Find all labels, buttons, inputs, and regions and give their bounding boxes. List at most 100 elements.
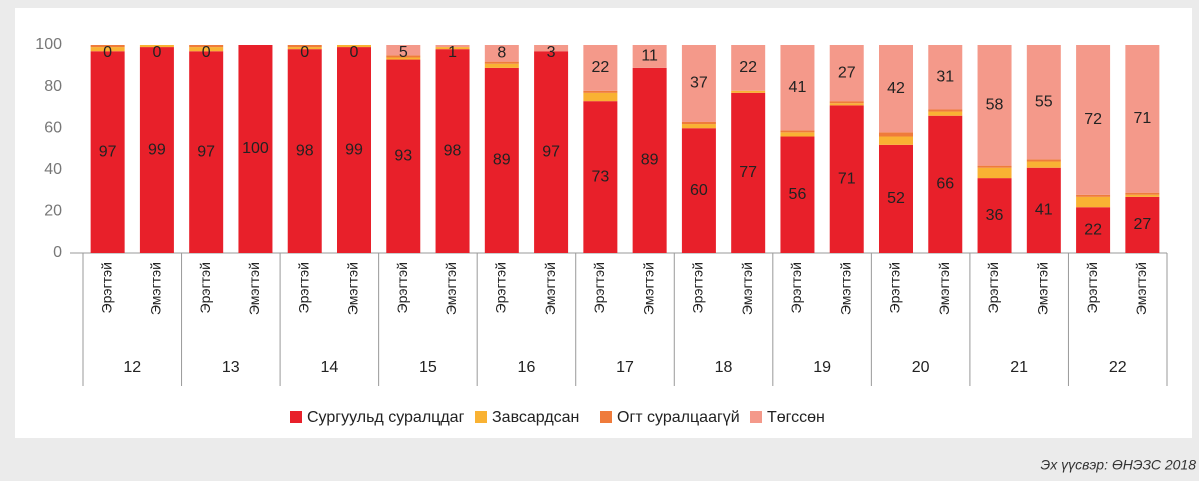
bar-segment [534, 51, 569, 253]
bar-segment [780, 130, 815, 133]
bar-segment [337, 47, 371, 253]
data-label: 52 [887, 190, 905, 207]
group-label: 13 [222, 359, 240, 376]
bar-segment [681, 45, 716, 122]
data-label: 98 [444, 142, 462, 159]
x-tick-label: Эмэгтэй [739, 262, 755, 315]
bar-segment [1125, 192, 1160, 195]
bar-segment [1076, 196, 1111, 208]
data-label: 5 [399, 44, 408, 61]
x-tick-label: Эмэгтэй [542, 262, 558, 315]
data-label: 100 [242, 140, 269, 157]
data-label: 55 [1035, 93, 1053, 110]
bar-segment [583, 45, 618, 91]
bar-segment [977, 165, 1012, 168]
bar-segment [1076, 45, 1111, 195]
legend-swatch [475, 411, 487, 423]
group-label: 16 [518, 359, 536, 376]
bar-segment [139, 47, 174, 253]
bar-segment [90, 47, 125, 52]
x-tick-label: Эмэгтэй [936, 262, 952, 315]
bar-segment [928, 111, 963, 116]
bar-segment [780, 45, 815, 131]
bar-segment [238, 45, 273, 253]
group-label: 20 [912, 359, 930, 376]
bar-segment [681, 124, 716, 129]
y-tick-label: 0 [53, 244, 62, 261]
bar-segment [731, 92, 766, 253]
x-tick-label: Эмэгтэй [443, 262, 459, 315]
data-label: 8 [497, 45, 506, 62]
bar-segment [139, 45, 174, 48]
y-tick-label: 20 [44, 203, 62, 220]
data-label: 1 [448, 44, 457, 61]
data-label: 97 [99, 143, 117, 160]
bar-segment [583, 90, 618, 93]
bar-segment [435, 49, 470, 253]
group-label: 21 [1010, 359, 1028, 376]
x-tick-label: Эрэгтэй [591, 262, 607, 313]
data-label: 42 [887, 80, 905, 97]
bar-segment [928, 109, 963, 112]
bar-segment [287, 49, 322, 253]
bar-segment [534, 45, 569, 52]
bar-segment [287, 47, 322, 50]
x-tick-label: Эмэгтэй [837, 262, 853, 315]
bar-segment [1026, 159, 1061, 162]
y-tick-label: 40 [44, 161, 62, 178]
bar-segment [632, 67, 667, 253]
x-tick-label: Эрэгтэй [887, 262, 903, 313]
x-tick-label: Эмэгтэй [1133, 262, 1149, 315]
bar-segment [1026, 167, 1061, 253]
bar-segment [484, 45, 519, 62]
data-label: 3 [547, 44, 556, 61]
legend-label: Сургуульд суралцдаг [307, 409, 465, 426]
data-label: 56 [789, 186, 807, 203]
x-tick-label: Эрэгтэй [98, 262, 114, 313]
y-tick-label: 100 [35, 36, 62, 53]
bar-segment [879, 45, 913, 133]
bar-segment [681, 128, 716, 253]
group-label: 14 [320, 359, 338, 376]
x-tick-label: Эрэгтэй [197, 262, 213, 313]
group-label: 15 [419, 359, 437, 376]
bar-segment [780, 136, 815, 253]
data-label: 60 [690, 182, 708, 199]
x-tick-label: Эмэгтэй [1035, 262, 1051, 315]
bar-segment [386, 55, 421, 58]
bar-segment [583, 101, 618, 253]
data-label: 27 [838, 64, 856, 81]
data-label: 89 [493, 152, 511, 169]
group-label: 19 [813, 359, 831, 376]
bar-segment [90, 45, 125, 48]
bar-segment [977, 45, 1012, 166]
data-label: 97 [197, 143, 215, 160]
x-tick-label: Эмэгтэй [148, 262, 164, 315]
bar-segment [189, 47, 224, 52]
bar-segment [435, 47, 470, 50]
x-tick-label: Эрэгтэй [394, 262, 410, 313]
x-tick-label: Эмэгтэй [345, 262, 361, 315]
x-tick-label: Эрэгтэй [690, 262, 706, 313]
data-label: 98 [296, 142, 314, 159]
bar-segment [337, 45, 371, 48]
data-label: 41 [1035, 202, 1053, 219]
bar-segment [977, 178, 1012, 253]
x-tick-label: Эрэгтэй [1084, 262, 1100, 313]
group-label: 18 [715, 359, 733, 376]
bar-segment [928, 45, 963, 110]
bar-segment [731, 90, 766, 93]
bar-segment [879, 132, 913, 137]
data-label: 72 [1084, 111, 1102, 128]
bar-segment [681, 121, 716, 125]
x-tick-label: Эрэгтэй [295, 262, 311, 313]
bar-segment [1125, 194, 1160, 197]
data-label: 71 [838, 170, 856, 187]
data-label: 31 [936, 68, 954, 85]
x-tick-label: Эмэгтэй [640, 262, 656, 315]
bar-segment [829, 45, 864, 102]
data-label: 89 [641, 152, 659, 169]
data-label: 0 [202, 44, 211, 61]
bar-segment [90, 51, 125, 253]
bar-segment [731, 45, 766, 91]
